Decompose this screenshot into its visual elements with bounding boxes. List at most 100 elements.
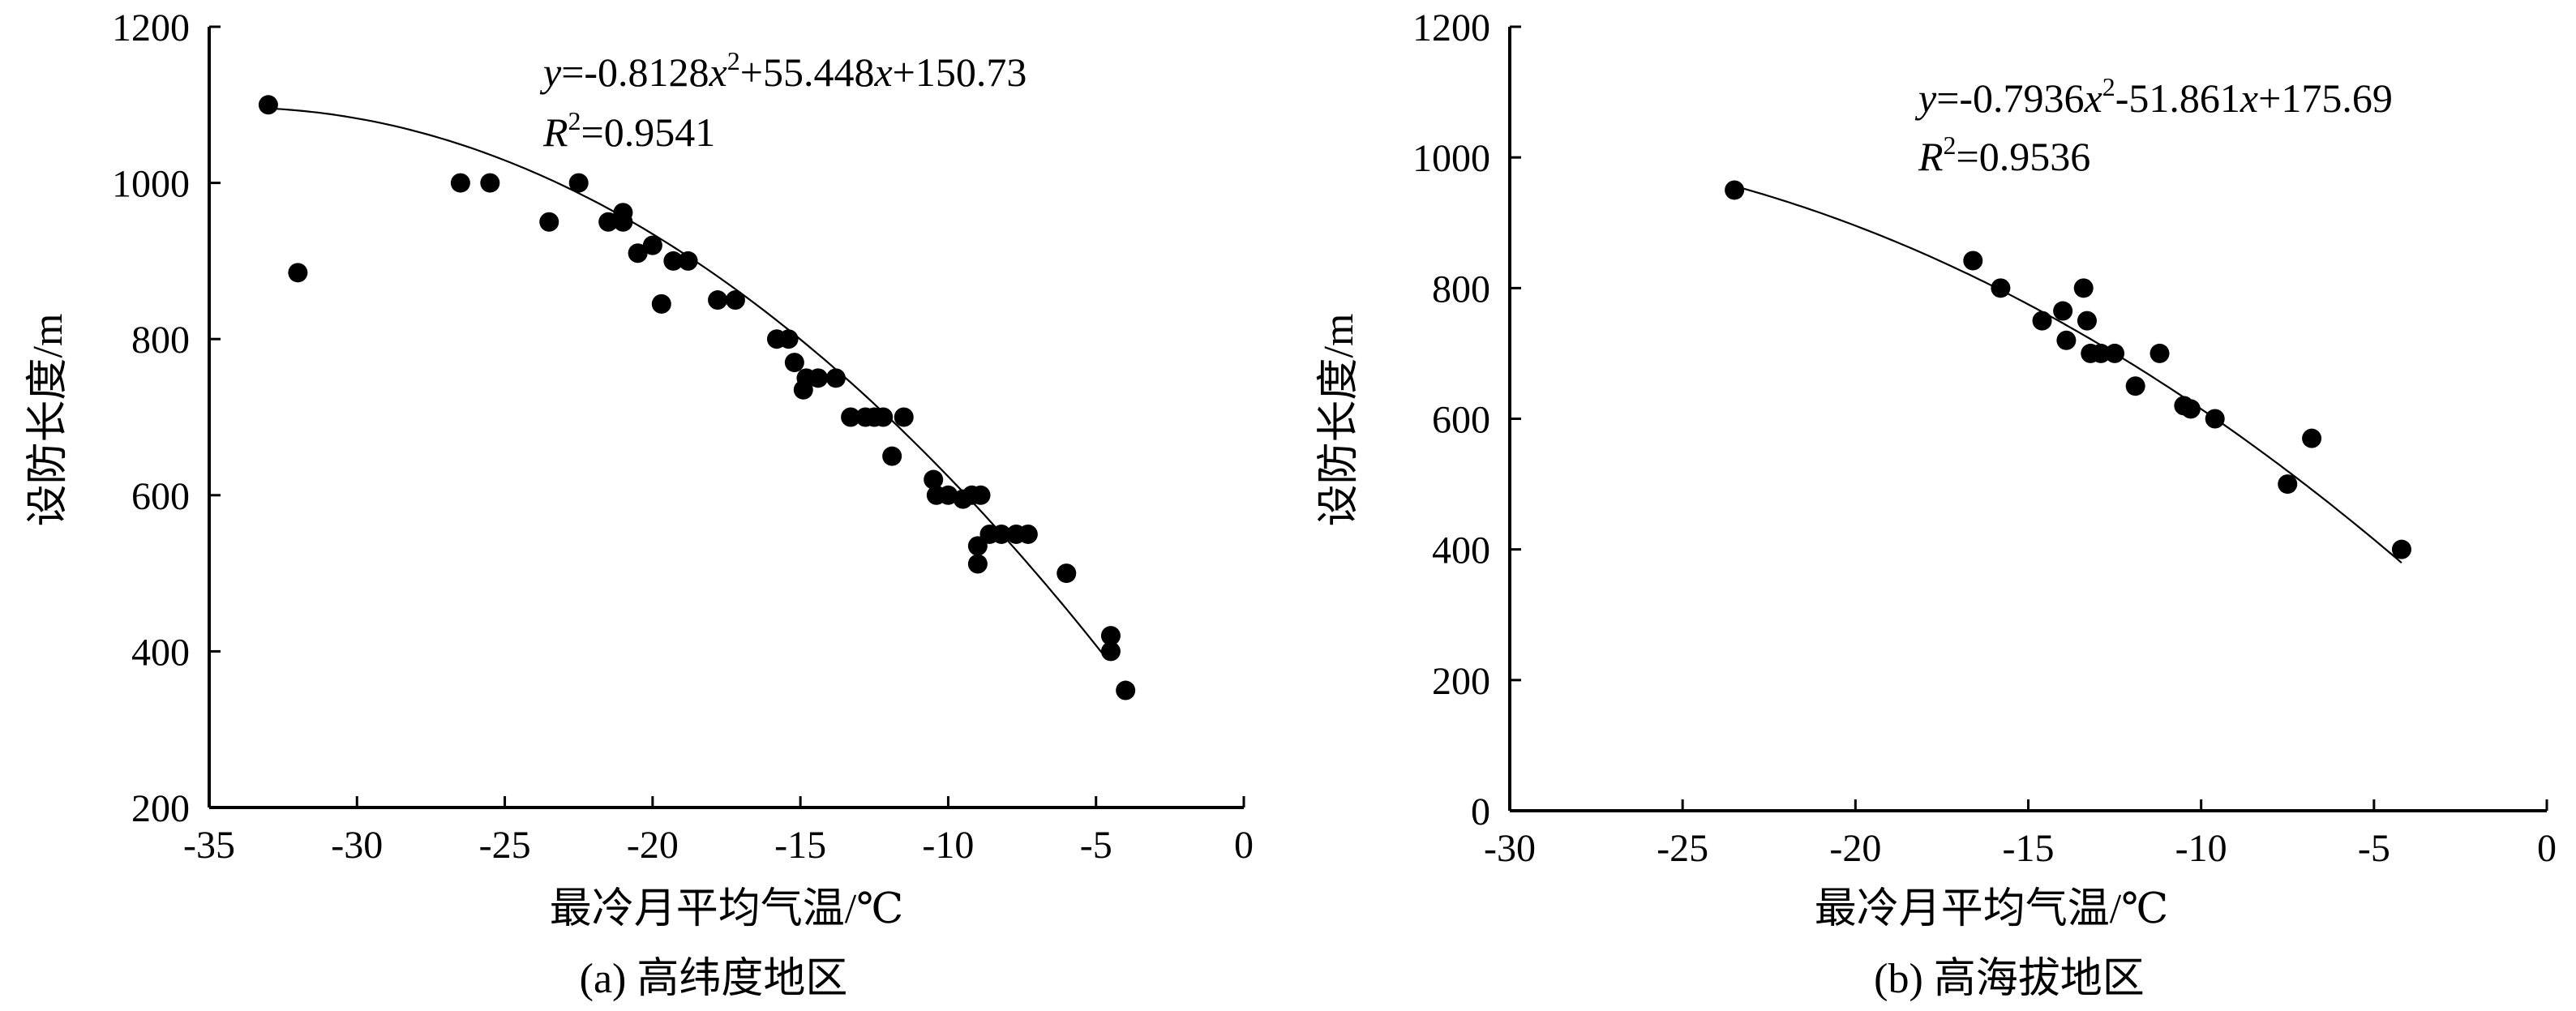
x-tick-label: -10 [2175, 827, 2227, 870]
x-tick-label: -5 [1080, 824, 1112, 867]
x-tick-label: -25 [479, 824, 531, 867]
data-point [1116, 680, 1136, 700]
x-tick-label: -10 [922, 824, 974, 867]
data-point [598, 212, 619, 232]
data-point [1100, 626, 1121, 646]
data-point [882, 446, 902, 466]
data-point [873, 407, 894, 427]
data-point [1057, 563, 1077, 584]
tick-labels-a: 200 400 600 800 1000 1200 -35 -30 -25 -20 -15 -10 -5… [112, 6, 1254, 867]
y-tick-label: 600 [131, 475, 190, 518]
x-tick-label: -30 [331, 824, 383, 867]
y-tick-label: 200 [131, 787, 190, 830]
data-point [2032, 311, 2052, 331]
data-point [924, 469, 944, 490]
x-tick-label: -35 [183, 824, 235, 867]
y-tick-label: 800 [131, 319, 190, 362]
data-point [784, 353, 804, 373]
data-point [2150, 343, 2170, 363]
caption-b: (b) 高海拔地区 [1874, 956, 2145, 1002]
x-tick-label: -20 [627, 824, 679, 867]
x-tick-label: -5 [2358, 827, 2390, 870]
data-point [2091, 343, 2111, 363]
points-b [1725, 180, 2411, 559]
data-point [2073, 278, 2094, 298]
data-point [2302, 428, 2322, 448]
data-point [258, 95, 278, 115]
data-point [2053, 301, 2073, 321]
r-squared-b: R2=0.9536 [1918, 131, 2090, 179]
points-a [258, 95, 1136, 700]
data-point [568, 173, 589, 193]
data-point [967, 536, 988, 556]
data-point [967, 554, 988, 574]
trend-line [1734, 185, 2402, 564]
data-point [1991, 278, 2011, 298]
data-point [2125, 376, 2145, 396]
y-tick-label: 1000 [112, 163, 190, 206]
data-point [2391, 539, 2411, 559]
y-tick-label: 400 [1432, 529, 1490, 572]
data-point [725, 290, 745, 311]
data-point [2056, 330, 2077, 350]
data-point [678, 251, 698, 271]
y-tick-label: 800 [1432, 268, 1490, 311]
data-point [1018, 524, 1038, 544]
data-point [642, 235, 662, 255]
y-tick-label: 600 [1432, 399, 1490, 442]
data-point [2077, 311, 2097, 331]
tick-labels-b: 0 200 400 600 800 1000 1200 -30 -25 -20 -15 -10 -5 0 [1412, 6, 2557, 870]
x-axis-label-b: 最冷月平均气温/℃ [1815, 886, 2169, 932]
x-tick-label: -25 [1657, 827, 1708, 870]
caption-a: (a) 高纬度地区 [580, 956, 848, 1002]
equation-b: y=-0.7936x2-51.861x+175.69 [1914, 72, 2393, 121]
data-point [628, 243, 648, 263]
data-point [2180, 399, 2201, 419]
y-axis-label-a: 设防长度/m [25, 314, 71, 527]
data-point [663, 251, 684, 271]
data-point [938, 485, 958, 505]
data-point [1725, 180, 1745, 200]
x-tick-label: 0 [1234, 824, 1254, 867]
data-point [2205, 409, 2225, 429]
panel-a-high-latitude: 200 400 600 800 1000 1200 -35 -30 -25 -20 -15 -10 -5… [25, 6, 1254, 1002]
y-tick-label: 1200 [1412, 6, 1490, 49]
x-tick-label: -20 [1829, 827, 1881, 870]
fit-curve-b [1734, 185, 2402, 564]
data-point [2278, 474, 2298, 495]
data-point [992, 524, 1012, 544]
axes-b [1508, 25, 2548, 812]
y-tick-label: 0 [1471, 790, 1490, 833]
axes-a [208, 25, 1245, 809]
data-point [539, 212, 559, 232]
data-point [778, 329, 799, 349]
panel-b-high-altitude: 0 200 400 600 800 1000 1200 -30 -25 -20 -15 -10 -5 0 … [1316, 6, 2557, 1002]
data-point [841, 407, 861, 427]
equation-a: y=-0.8128x2+55.448x+150.73 [539, 46, 1027, 95]
data-point [825, 368, 846, 388]
data-point [288, 263, 308, 283]
data-point [894, 407, 914, 427]
y-tick-label: 200 [1432, 660, 1490, 703]
data-point [1963, 251, 1983, 271]
y-tick-label: 1000 [1412, 137, 1490, 180]
x-tick-label: -30 [1484, 827, 1536, 870]
data-point [480, 173, 500, 193]
y-tick-label: 400 [131, 631, 190, 674]
data-point [1100, 641, 1121, 662]
data-point [450, 173, 470, 193]
data-point [2105, 343, 2125, 363]
y-tick-label: 1200 [112, 6, 190, 49]
data-point [708, 290, 728, 311]
r-squared-a: R2=0.9541 [542, 106, 715, 155]
data-point [971, 485, 991, 505]
data-point [613, 212, 633, 232]
x-tick-label: 0 [2537, 827, 2557, 870]
x-tick-label: -15 [2003, 827, 2055, 870]
x-axis-label-a: 最冷月平均气温/℃ [550, 886, 904, 932]
data-point [651, 293, 671, 314]
y-axis-label-b: 设防长度/m [1316, 314, 1362, 527]
x-tick-label: -15 [774, 824, 826, 867]
data-point [808, 368, 829, 388]
